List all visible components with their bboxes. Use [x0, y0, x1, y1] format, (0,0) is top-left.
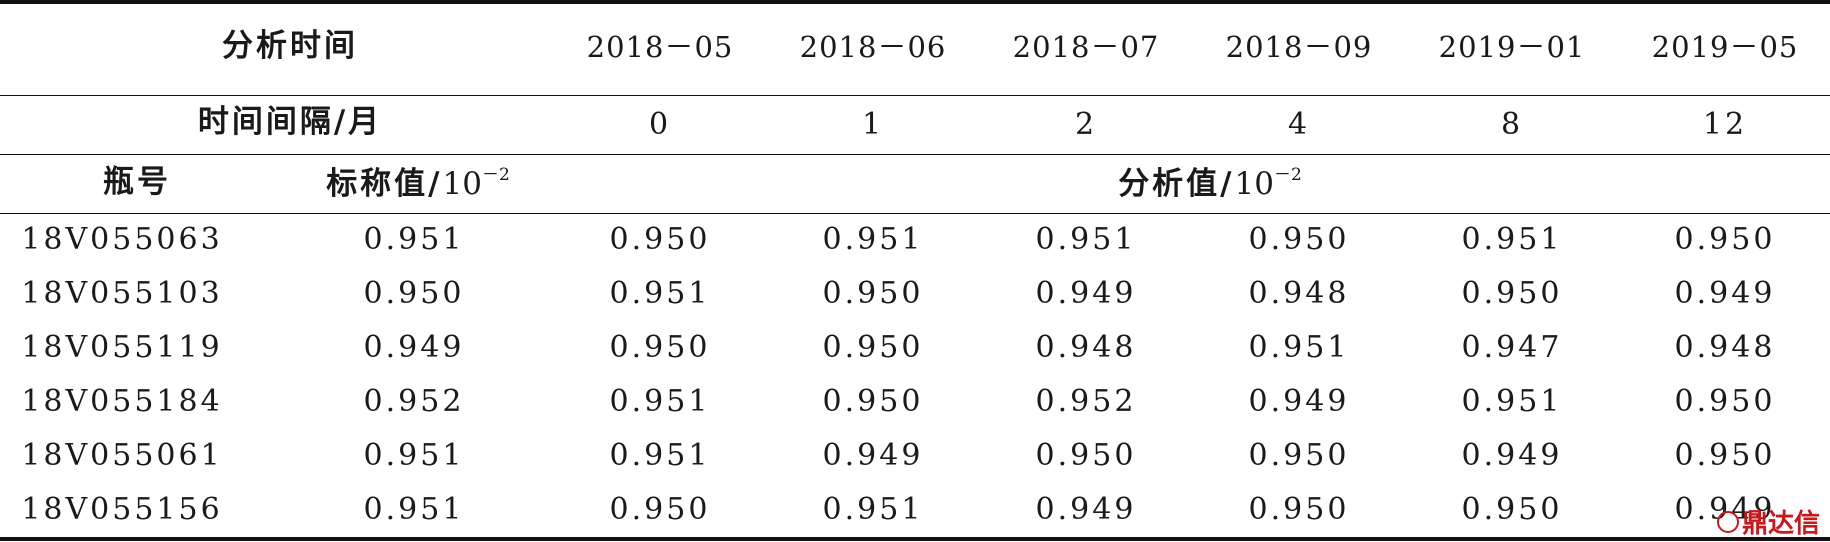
nominal-value-cell: 0.951: [363, 492, 465, 527]
interval-header-cell: 4: [1287, 107, 1311, 142]
analyzed-value-cell: 0.950: [822, 384, 924, 419]
date-header-cell: 2018－09: [1225, 30, 1373, 64]
analyzed-value-header: 分析值/10－2: [1080, 167, 1340, 200]
interval-header: 时间间隔/月: [197, 104, 383, 140]
bottle-number-cell: 18V055119: [21, 330, 223, 365]
nominal-unit-base: 10: [442, 166, 482, 202]
nominal-value-cell: 0.951: [363, 222, 465, 257]
analyzed-value-cell: 0.949: [1035, 276, 1137, 311]
analyzed-value-cell: 0.950: [1248, 222, 1350, 257]
interval-header-cell: 8: [1500, 107, 1524, 142]
analyzed-value-cell: 0.951: [609, 276, 711, 311]
nominal-value-header: 标称值/10－2: [298, 167, 538, 200]
watermark-text: 鼎达信: [1741, 509, 1820, 539]
nominal-value-cell: 0.950: [363, 276, 465, 311]
analyzed-value-cell: 0.951: [822, 492, 924, 527]
interval-header-cell: 1: [861, 107, 885, 142]
interval-header-cell: 2: [1074, 107, 1098, 142]
analyzed-value-cell: 0.948: [1674, 330, 1776, 365]
analyzed-value-cell: 0.947: [1461, 330, 1563, 365]
date-header-cell: 2018－07: [1012, 30, 1160, 64]
bottle-number-cell: 18V055184: [21, 384, 223, 419]
watermark-logo: 鼎达信: [1716, 503, 1820, 540]
bottle-number-cell: 18V055156: [21, 492, 223, 527]
analyzed-unit-base: 10: [1234, 166, 1274, 202]
analyzed-value-cell: 0.949: [1248, 384, 1350, 419]
nominal-unit-exp: －2: [481, 165, 510, 185]
header-rule-1: [0, 95, 1830, 96]
analyzed-value-cell: 0.950: [609, 492, 711, 527]
date-header-cell: 2019－01: [1438, 30, 1586, 64]
analyzed-value-cell: 0.950: [822, 276, 924, 311]
analyzed-value-cell: 0.950: [1674, 384, 1776, 419]
analyzed-value-cell: 0.950: [822, 330, 924, 365]
analyzed-value-cell: 0.950: [609, 222, 711, 257]
nominal-label: 标称值/: [326, 166, 443, 202]
bottle-number-cell: 18V055063: [21, 222, 223, 257]
analyzed-value-cell: 0.951: [1248, 330, 1350, 365]
analyzed-value-cell: 0.949: [1461, 438, 1563, 473]
nominal-value-cell: 0.951: [363, 438, 465, 473]
analyzed-value-cell: 0.950: [1674, 438, 1776, 473]
analyzed-value-cell: 0.952: [1035, 384, 1137, 419]
analyzed-value-cell: 0.951: [1461, 222, 1563, 257]
analyzed-value-cell: 0.949: [1674, 276, 1776, 311]
date-header-cell: 2018－05: [586, 30, 734, 64]
analyzed-value-cell: 0.948: [1248, 276, 1350, 311]
analyzed-value-cell: 0.951: [822, 222, 924, 257]
analyzed-label: 分析值/: [1118, 166, 1235, 202]
analyzed-value-cell: 0.950: [1248, 492, 1350, 527]
header-rule-2: [0, 154, 1830, 155]
nominal-value-cell: 0.949: [363, 330, 465, 365]
analyzed-value-cell: 0.950: [1248, 438, 1350, 473]
analyzed-value-cell: 0.950: [1035, 438, 1137, 473]
nominal-value-cell: 0.952: [363, 384, 465, 419]
bottle-number-cell: 18V055061: [21, 438, 223, 473]
analyzed-value-cell: 0.951: [1461, 384, 1563, 419]
analyzed-value-cell: 0.951: [609, 384, 711, 419]
analyzed-unit-exp: －2: [1273, 165, 1302, 185]
interval-header-cell: 12: [1702, 107, 1748, 142]
analyzed-value-cell: 0.950: [1461, 276, 1563, 311]
watermark-circle-icon: [1716, 510, 1739, 533]
analyzed-value-cell: 0.950: [609, 330, 711, 365]
analyzed-value-cell: 0.950: [1461, 492, 1563, 527]
top-rule: [0, 0, 1830, 4]
analyzed-value-cell: 0.950: [1674, 222, 1776, 257]
bottom-rule: [0, 537, 1830, 541]
analyzed-value-cell: 0.949: [1035, 492, 1137, 527]
analyzed-value-cell: 0.949: [822, 438, 924, 473]
analyzed-value-cell: 0.951: [609, 438, 711, 473]
analyzed-value-cell: 0.948: [1035, 330, 1137, 365]
analyzed-value-cell: 0.951: [1035, 222, 1137, 257]
date-header-cell: 2019－05: [1651, 30, 1799, 64]
analysis-time-header: 分析时间: [222, 28, 358, 64]
interval-header-cell: 0: [648, 107, 672, 142]
bottle-number-header: 瓶号: [103, 164, 171, 200]
bottle-number-cell: 18V055103: [21, 276, 223, 311]
date-header-cell: 2018－06: [799, 30, 947, 64]
header-rule-3: [0, 213, 1830, 214]
